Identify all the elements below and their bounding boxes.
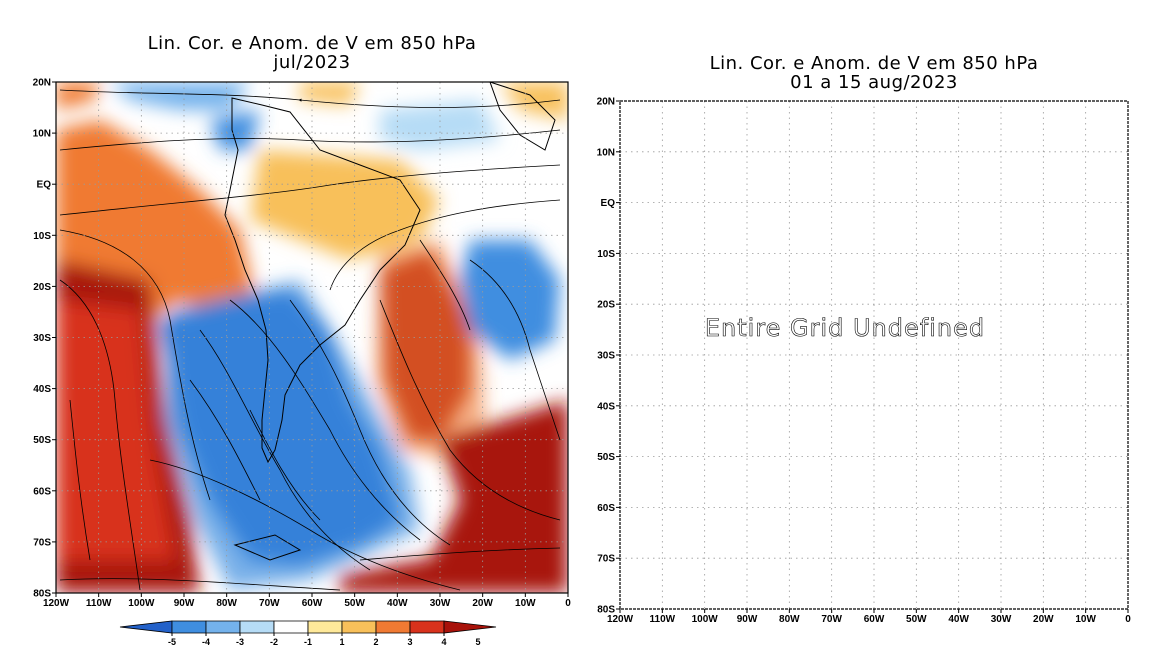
left-lon-label: 110W — [86, 598, 112, 609]
colorbar-label: 1 — [339, 637, 344, 647]
right-lat-label: 60S — [597, 503, 615, 514]
left-lat-label: 20S — [33, 282, 51, 293]
left-title-line2: jul/2023 — [273, 52, 351, 73]
left-lon-label: 120W — [43, 598, 70, 609]
colorbar-swatch — [119, 620, 173, 634]
left-lat-label: 10S — [33, 231, 51, 242]
colorbar-label: -5 — [168, 637, 176, 647]
antarctic-peninsula-coastline — [233, 534, 302, 561]
right-lon-label: 100W — [692, 614, 719, 625]
right-title-line1: Lin. Cor. e Anom. de V em 850 hPa — [709, 53, 1039, 74]
right-lat-label: 80S — [597, 605, 615, 616]
right-lon-label: 90W — [737, 614, 758, 625]
right-lon-label: 60W — [864, 614, 885, 625]
right-title-line2: 01 a 15 aug/2023 — [790, 72, 958, 93]
left-lon-label: 80W — [216, 598, 237, 609]
right-lat-label: 30S — [597, 351, 615, 362]
undefined-grid-message: Entire Grid Undefined — [705, 314, 985, 342]
right-lat-labels: 20N 10N EQ 10S 20S 30S 40S 50S 60S 70S 80S — [597, 97, 620, 616]
left-map-title: Lin. Cor. e Anom. de V em 850 hPa jul/20… — [56, 34, 568, 72]
right-lon-label: 50W — [906, 614, 927, 625]
left-lat-label: 70S — [33, 537, 51, 548]
colorbar-label: -1 — [304, 637, 312, 647]
right-lat-label: 20N — [597, 97, 615, 108]
right-map: 20N 10N EQ 10S 20S 30S 40S 50S 60S 70S 80S 120W 110… — [597, 97, 1132, 626]
colorbar-label: 4 — [441, 637, 446, 647]
right-lat-label: EQ — [601, 198, 616, 209]
left-lat-label: 40S — [33, 384, 51, 395]
left-lon-label: 90W — [174, 598, 195, 609]
colorbar-label: -2 — [270, 637, 278, 647]
colorbar-swatch — [239, 620, 275, 634]
right-lat-label: 20S — [597, 300, 615, 311]
left-lon-label: 40W — [387, 598, 408, 609]
left-lat-label: 50S — [33, 435, 51, 446]
africa-coastline — [489, 82, 556, 151]
right-lat-label: 40S — [597, 401, 615, 412]
colorbar-swatch — [443, 620, 497, 634]
left-lat-label: 10N — [33, 129, 51, 140]
left-lon-label: 60W — [302, 598, 323, 609]
left-lon-labels: 120W 110W 100W 90W 80W 70W 60W 50W 40W 30W 20W 10W 0 — [43, 593, 571, 609]
colorbar-swatch — [171, 620, 207, 634]
colorbar-swatch — [409, 620, 445, 634]
colorbar-label: -3 — [236, 637, 244, 647]
left-title-line1: Lin. Cor. e Anom. de V em 850 hPa — [147, 33, 477, 54]
right-lat-label: 10S — [597, 249, 615, 260]
right-lon-label: 120W — [607, 614, 634, 625]
right-lat-label: 70S — [597, 554, 615, 565]
left-lon-label: 30W — [430, 598, 451, 609]
colorbar-swatch — [341, 620, 377, 634]
right-lon-label: 30W — [991, 614, 1012, 625]
colorbar-label: 5 — [475, 637, 480, 647]
left-lon-label: 0 — [565, 598, 571, 609]
colorbar-label: -4 — [202, 637, 210, 647]
left-lat-label: 20N — [33, 78, 51, 89]
left-lat-label: 30S — [33, 333, 51, 344]
right-lat-label: 50S — [597, 452, 615, 463]
colorbar-label: 3 — [407, 637, 412, 647]
left-lon-label: 70W — [259, 598, 280, 609]
left-lon-label: 50W — [344, 598, 365, 609]
left-lat-label: EQ — [37, 180, 52, 191]
left-map: 20N 10N EQ 10S 20S 30S 40S 50S 60S 70S 80S 120W 110… — [33, 78, 572, 610]
right-map-gridlines — [620, 101, 1128, 609]
right-lon-label: 40W — [948, 614, 969, 625]
right-lon-label: 10W — [1075, 614, 1096, 625]
right-lon-label: 20W — [1033, 614, 1054, 625]
colorbar-swatch — [205, 620, 241, 634]
left-lon-label: 20W — [472, 598, 493, 609]
right-lon-labels: 120W 110W 100W 90W 80W 70W 60W 50W 40W 30W 20W 10W 0 — [607, 609, 1131, 625]
left-lon-label: 10W — [515, 598, 536, 609]
colorbar-swatch — [307, 620, 343, 634]
colorbar-swatch — [273, 620, 309, 634]
colorbar: -5 -4 -3 -2 -1 1 2 3 4 5 — [119, 620, 497, 647]
left-lon-label: 100W — [128, 598, 155, 609]
right-lon-label: 80W — [779, 614, 800, 625]
colorbar-swatch — [375, 620, 411, 634]
left-lat-labels: 20N 10N EQ 10S 20S 30S 40S 50S 60S 70S 80S — [33, 78, 56, 600]
right-map-title: Lin. Cor. e Anom. de V em 850 hPa 01 a 1… — [620, 54, 1128, 92]
right-lat-label: 10N — [597, 147, 615, 158]
south-america-coastline — [224, 97, 421, 464]
left-lat-label: 80S — [33, 589, 51, 600]
right-lon-label: 70W — [821, 614, 842, 625]
colorbar-label: 2 — [373, 637, 378, 647]
right-lon-label: 110W — [650, 614, 676, 625]
left-lat-label: 60S — [33, 486, 51, 497]
right-lon-label: 0 — [1125, 614, 1131, 625]
